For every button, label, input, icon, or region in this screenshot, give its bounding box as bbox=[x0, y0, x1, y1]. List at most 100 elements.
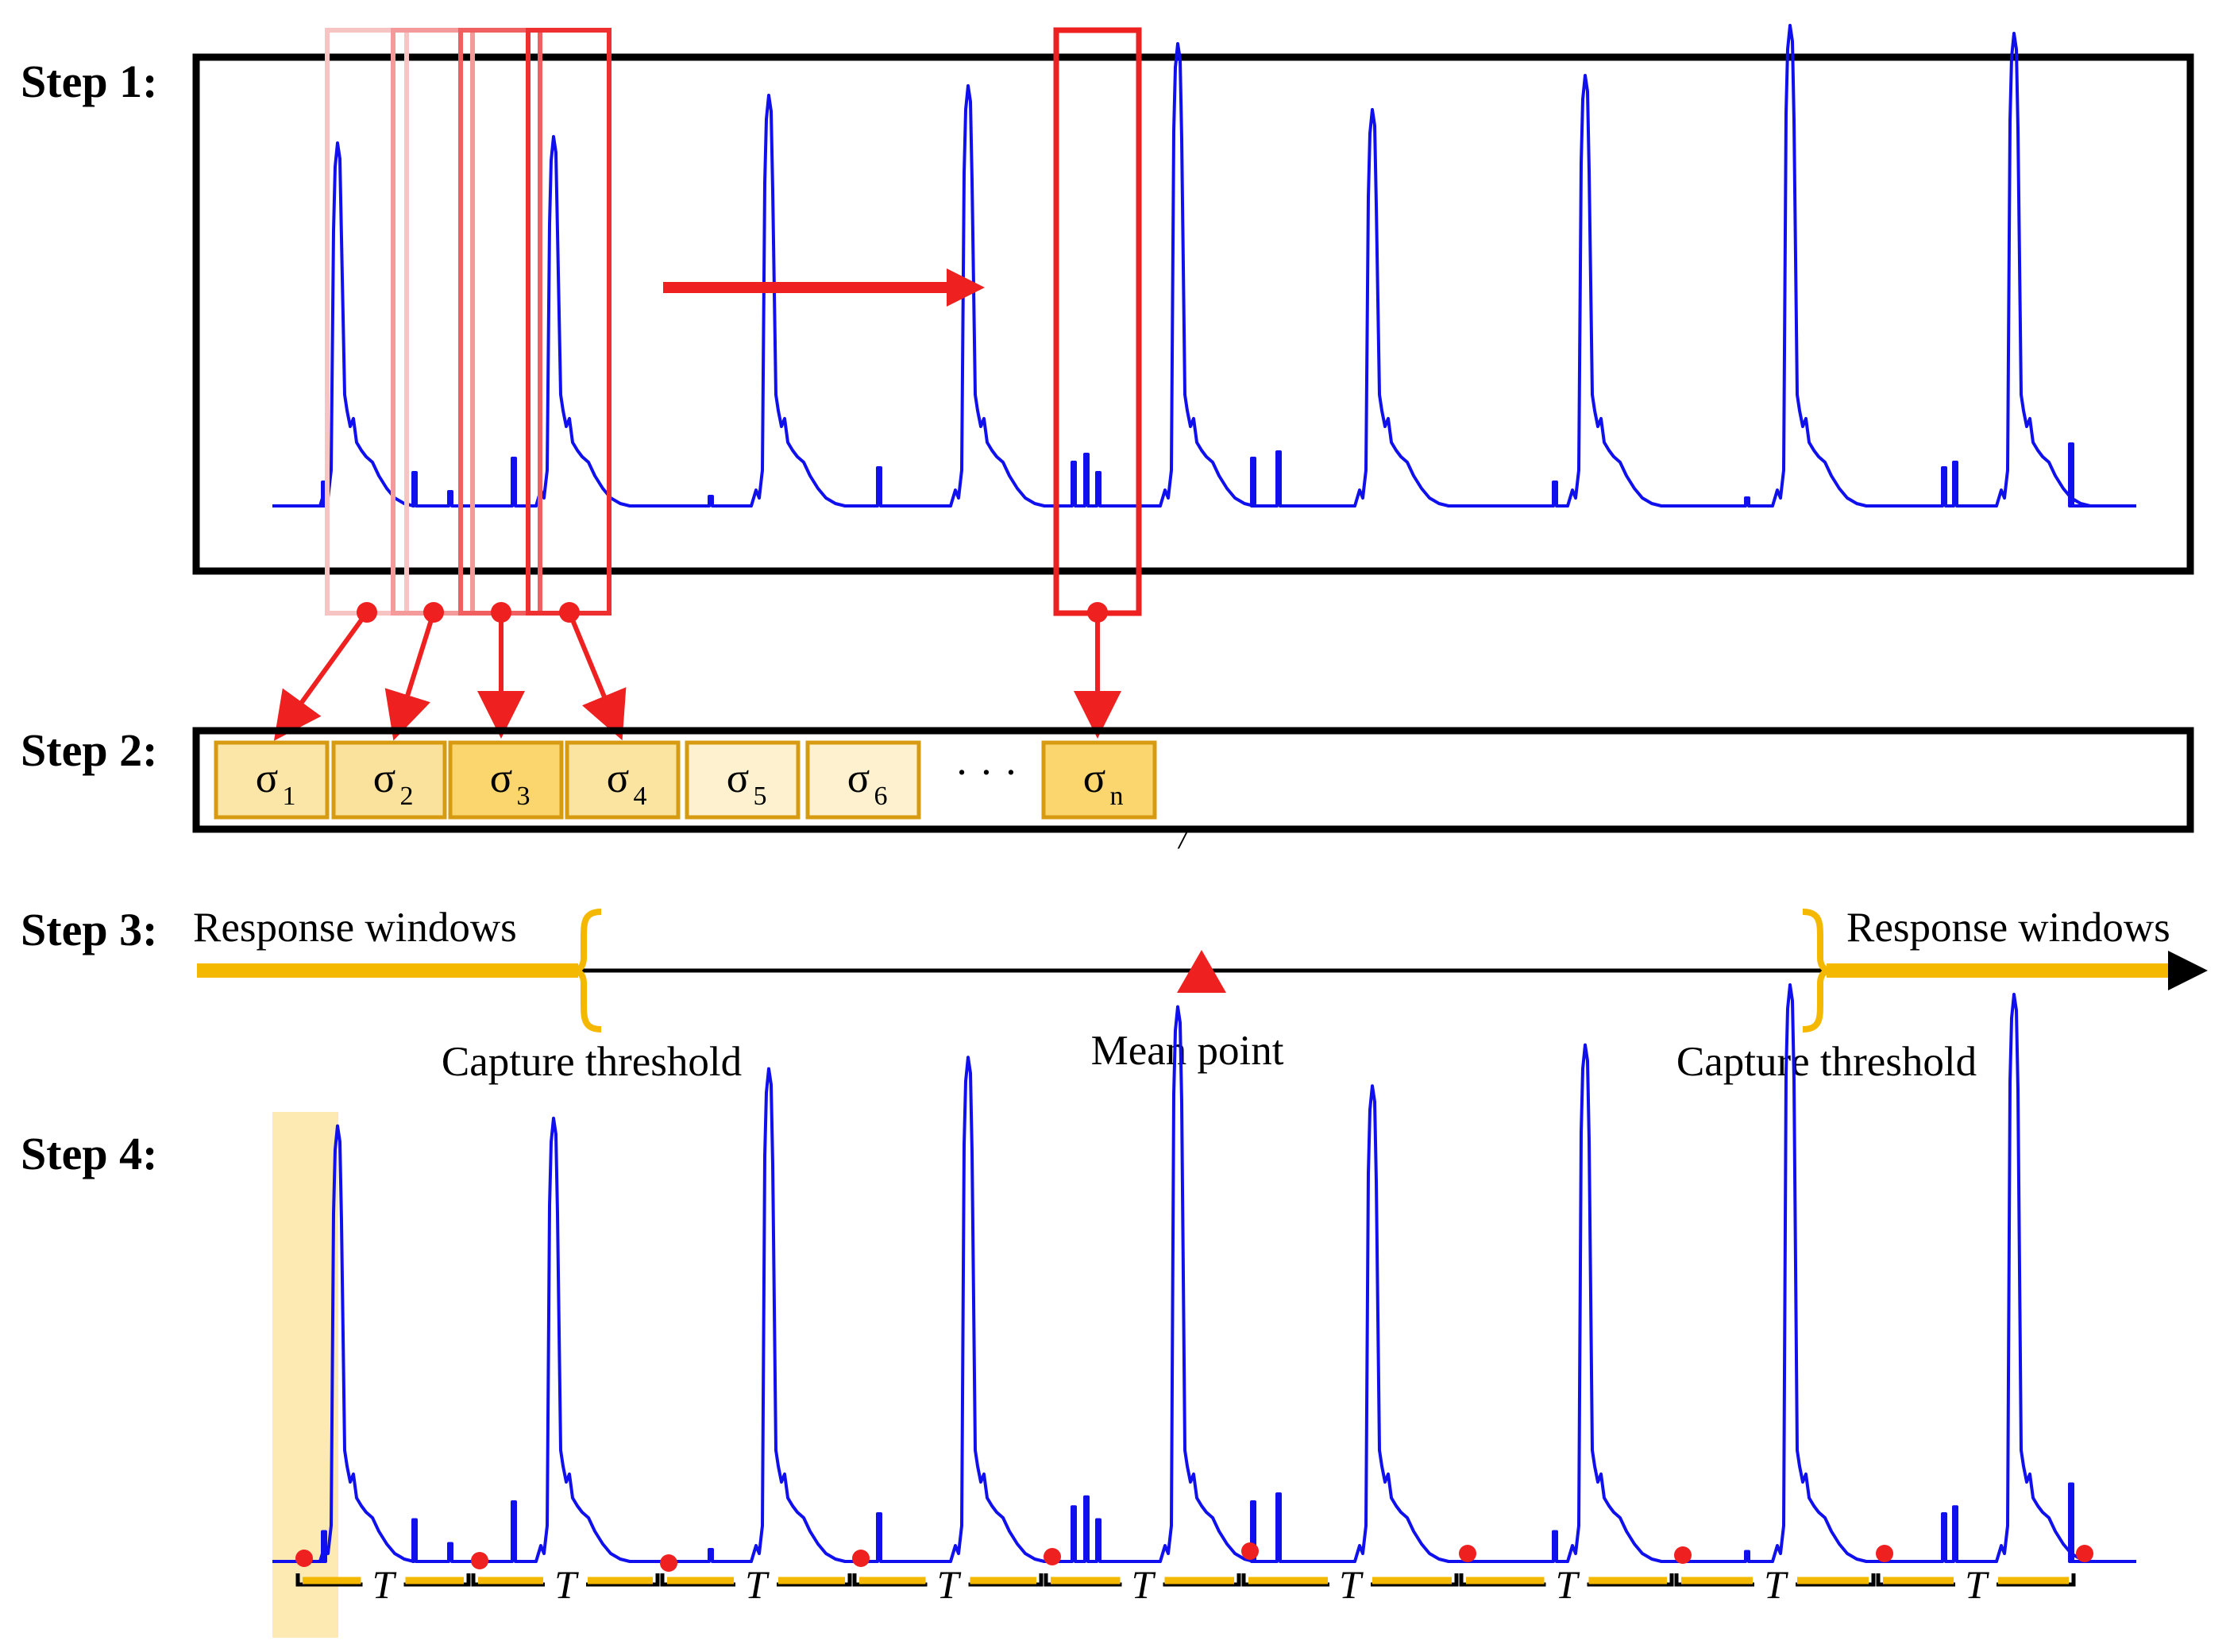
capture-threshold-right-label: Capture threshold bbox=[1676, 1039, 1977, 1085]
period-segment: T bbox=[1674, 1562, 1876, 1607]
response-windows-right-label: Response windows bbox=[1846, 905, 2170, 951]
period-label: T bbox=[937, 1562, 962, 1607]
period-label: T bbox=[1132, 1562, 1156, 1607]
step4-signal-trace bbox=[272, 983, 2136, 1563]
sigma-subscript: 1 bbox=[283, 782, 296, 811]
sigma-box-rect bbox=[805, 740, 921, 820]
sigma-subscript: n bbox=[1110, 782, 1124, 811]
period-label: T bbox=[745, 1562, 770, 1607]
sigma-box-rect bbox=[214, 740, 330, 820]
period-bracket-right bbox=[1587, 1573, 1674, 1587]
period-label: T bbox=[1764, 1562, 1788, 1607]
sigma-subscript: 3 bbox=[517, 782, 530, 811]
mean-point-dot bbox=[1459, 1545, 1476, 1562]
period-label: T bbox=[372, 1562, 397, 1607]
sliding-window-n bbox=[1053, 27, 1142, 616]
mean-point-dot bbox=[1044, 1548, 1061, 1565]
period-bracket-right bbox=[1796, 1573, 1876, 1587]
period-bracket-left bbox=[852, 1573, 928, 1587]
period-label: T bbox=[1556, 1562, 1580, 1607]
mean-point-label: Mean point bbox=[1091, 1028, 1284, 1074]
connector-3-dot bbox=[491, 602, 511, 623]
response-windows-left-label: Response windows bbox=[193, 905, 517, 951]
period-bracket-left bbox=[1876, 1573, 1955, 1587]
step1-signal-trace bbox=[272, 24, 2136, 508]
period-bracket-right bbox=[777, 1573, 852, 1587]
sigma-label: σ bbox=[727, 755, 750, 801]
connector-4-dot bbox=[559, 602, 580, 623]
capture-threshold-left-label: Capture threshold bbox=[442, 1039, 742, 1085]
step3-panel: Response windows Response windows Captur… bbox=[193, 905, 2208, 1085]
period-segment: T bbox=[1044, 1562, 1241, 1607]
sigma-label: σ bbox=[607, 755, 630, 801]
period-segment: T bbox=[1876, 1562, 2076, 1607]
mean-point-dot bbox=[852, 1550, 870, 1567]
connector-1-dot bbox=[357, 602, 377, 623]
period-segment: T bbox=[852, 1562, 1044, 1607]
mean-point-dot bbox=[471, 1552, 488, 1569]
mean-point-dot bbox=[295, 1550, 313, 1567]
period-bracket-right bbox=[1371, 1573, 1459, 1587]
left-capture-threshold-brace bbox=[573, 909, 602, 1032]
mean-point-dot bbox=[2076, 1545, 2093, 1562]
sigma-box-rect bbox=[331, 740, 447, 820]
period-bracket-right bbox=[1997, 1573, 2076, 1587]
step3-label: Step 3: bbox=[21, 904, 157, 955]
sigma-label: σ bbox=[847, 755, 870, 801]
period-bracket-right bbox=[403, 1573, 471, 1587]
step2-label: Step 2: bbox=[21, 724, 157, 776]
step4-label: Step 4: bbox=[21, 1128, 157, 1179]
period-bracket-left bbox=[471, 1573, 545, 1587]
sigma-box-rect bbox=[565, 740, 681, 820]
connector-1 bbox=[273, 611, 369, 741]
period-bracket-right bbox=[968, 1573, 1044, 1587]
mean-point-dot bbox=[1876, 1545, 1893, 1562]
period-segment: T bbox=[660, 1562, 852, 1607]
step2-frame bbox=[192, 727, 2194, 833]
period-label: T bbox=[1965, 1562, 1989, 1607]
period-bracket-left bbox=[1044, 1573, 1122, 1587]
sigma-subscript: 5 bbox=[754, 782, 767, 811]
mean-point-dot bbox=[660, 1554, 677, 1572]
connector-n-dot bbox=[1087, 602, 1108, 623]
sigma-subscript: 2 bbox=[400, 782, 414, 811]
mean-point-marker bbox=[1177, 950, 1226, 993]
connector-2 bbox=[384, 612, 436, 741]
sigma-subscript: 6 bbox=[874, 782, 888, 811]
sigma-box-rect bbox=[1041, 740, 1157, 820]
period-bracket-left bbox=[1459, 1573, 1546, 1587]
period-bracket-left bbox=[1674, 1573, 1754, 1587]
sigma-label: σ bbox=[490, 755, 513, 801]
step1-frame bbox=[192, 53, 2194, 575]
step1-label: Step 1: bbox=[21, 56, 157, 107]
period-label: T bbox=[1339, 1562, 1364, 1607]
mean-point-dot bbox=[1674, 1546, 1692, 1564]
sigma-label: σ bbox=[373, 755, 396, 801]
sigma-box-rect bbox=[448, 740, 564, 820]
connector-4 bbox=[567, 611, 627, 741]
period-bracket-right bbox=[586, 1573, 660, 1587]
sigma-ellipsis: · · · bbox=[955, 750, 1017, 796]
mean-point-dot bbox=[1241, 1542, 1259, 1560]
period-bracket-left bbox=[660, 1573, 735, 1587]
period-bracket-right bbox=[1163, 1573, 1241, 1587]
window-to-sigma-connectors bbox=[273, 602, 1121, 741]
sigma-label: σ bbox=[256, 755, 279, 801]
sigma-subscript: 4 bbox=[634, 782, 647, 811]
period-segment: T bbox=[1459, 1562, 1674, 1607]
period-segment: T bbox=[1241, 1562, 1459, 1607]
right-capture-threshold-brace bbox=[1802, 909, 1831, 1032]
period-bracket-left bbox=[1241, 1573, 1329, 1587]
stray-mark: / bbox=[1177, 820, 1190, 855]
period-segment: T bbox=[295, 1562, 471, 1607]
